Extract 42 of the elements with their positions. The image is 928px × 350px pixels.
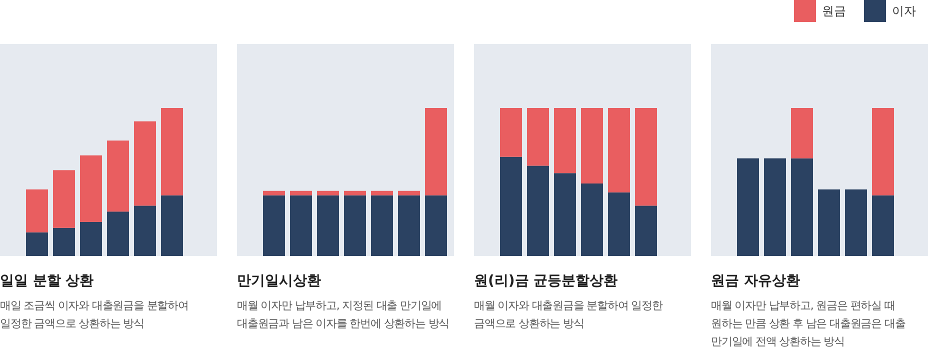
bar xyxy=(581,108,603,184)
bar xyxy=(554,108,576,174)
bar xyxy=(134,206,156,256)
bar xyxy=(554,173,576,256)
legend-label: 원금 xyxy=(822,2,846,20)
bar xyxy=(764,158,786,256)
bar xyxy=(635,108,657,206)
bar xyxy=(791,158,813,256)
text: 매월 이자와 대출원금을 분할하여 일정한 금액으로 상환하는 방식 xyxy=(474,298,664,332)
bar xyxy=(134,121,156,206)
bar xyxy=(581,183,603,256)
bar xyxy=(791,108,813,158)
bar xyxy=(161,195,183,256)
bar xyxy=(635,206,657,256)
text: 매일 조금씩 이자와 대출원금을 분할하여 일정한 금액으로 상환하는 방식 xyxy=(0,298,190,332)
text: 원(리)금 균등분할상환 xyxy=(474,272,618,290)
bar xyxy=(53,228,75,256)
bar xyxy=(818,189,840,256)
bar xyxy=(26,189,48,232)
bar xyxy=(872,195,894,256)
bar xyxy=(80,222,102,256)
bar xyxy=(845,189,867,256)
bar xyxy=(872,108,894,196)
text: 매월 이자만 납부하고, 원금은 편하실 때 원하는 만큼 상환 후 남은 대출원금은 대출 만기일에 전액 상환하는 방식 xyxy=(711,298,906,350)
bar xyxy=(500,156,522,256)
bar xyxy=(608,108,630,192)
bar xyxy=(26,232,48,256)
bar xyxy=(527,166,549,256)
bar xyxy=(107,212,129,256)
bar xyxy=(80,155,102,222)
bar xyxy=(737,158,759,256)
bar xyxy=(53,170,75,228)
legend-label: 이자 xyxy=(892,2,916,20)
bar xyxy=(161,108,183,196)
bar xyxy=(107,140,129,212)
bar xyxy=(527,108,549,166)
text: 일일 분할 상환 xyxy=(0,272,94,290)
bar xyxy=(608,192,630,256)
bar xyxy=(500,108,522,157)
text: 원금 자유상환 xyxy=(711,272,800,290)
text: 매월 이자만 납부하고, 지정된 대출 만기일에 대출원금과 남은 이자를 한번에 상환하는 방식 xyxy=(237,298,450,332)
text: 만기일시상환 xyxy=(237,272,321,290)
